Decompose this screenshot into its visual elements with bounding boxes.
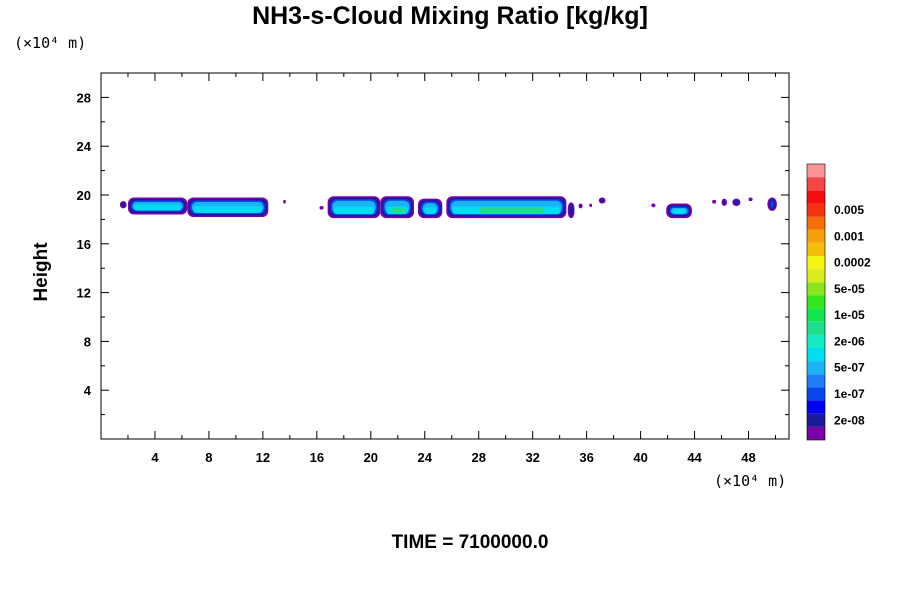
x-tick-label: 48 [741, 450, 755, 465]
x-tick-label: 40 [633, 450, 647, 465]
colorbar-swatch [807, 177, 825, 191]
colorbar-swatch [807, 387, 825, 401]
colorbar-swatch [807, 361, 825, 375]
cloud-region [327, 196, 381, 219]
colorbar-swatch [807, 190, 825, 204]
x-tick-label: 36 [579, 450, 593, 465]
y-tick-label: 28 [77, 90, 91, 105]
cloud-contour [712, 199, 717, 204]
colorbar-swatch [807, 203, 825, 217]
colorbar-swatch [807, 269, 825, 283]
colorbar-swatch [807, 426, 825, 440]
x-tick-label: 20 [364, 450, 378, 465]
colorbar-label: 0.0002 [834, 256, 871, 270]
cloud-region [598, 197, 606, 204]
plot-frame [100, 72, 790, 440]
colorbar-swatch [807, 216, 825, 230]
cloud-contour [723, 200, 726, 205]
y-tick-label: 24 [77, 139, 92, 154]
cloud-region [666, 203, 692, 219]
colorbar-swatch [807, 295, 825, 309]
colorbar-label: 5e-07 [834, 361, 865, 375]
colorbar-swatch [807, 413, 825, 427]
cloud-contour [569, 203, 574, 217]
time-label: TIME = 7100000.0 [391, 532, 549, 553]
colorbar-label: 0.001 [834, 229, 864, 243]
x-tick-label: 24 [418, 450, 433, 465]
colorbar-swatch [807, 321, 825, 335]
colorbar-label: 2e-06 [834, 334, 865, 348]
y-axis-unit: (×10⁴ m) [14, 34, 87, 52]
cloud-core [133, 204, 182, 211]
x-tick-label: 16 [310, 450, 324, 465]
colorbar-swatch [807, 308, 825, 322]
colorbar-swatch [807, 400, 825, 414]
colorbar-label: 0.005 [834, 203, 864, 217]
colorbar-swatch [807, 348, 825, 362]
cloud-contour [283, 199, 286, 204]
cloud-region [732, 198, 741, 206]
cloud-contour [770, 200, 774, 208]
colorbar-swatch [807, 334, 825, 348]
x-tick-label: 32 [525, 450, 539, 465]
colorbar-swatch [807, 282, 825, 296]
cloud-contour [580, 205, 582, 207]
colorbar-label: 2e-08 [834, 413, 865, 427]
cloud-core-high [479, 207, 545, 214]
x-tick-label: 4 [151, 450, 159, 465]
x-tick-label: 44 [687, 450, 702, 465]
x-tick-label: 28 [471, 450, 485, 465]
colorbar-label: 1e-07 [834, 387, 865, 401]
colorbar-label: 1e-05 [834, 308, 865, 322]
cloud-contour [735, 201, 738, 203]
y-tick-label: 20 [77, 188, 91, 203]
cloud-contour [651, 203, 656, 208]
colorbar-swatch [807, 229, 825, 243]
cloud-core [193, 206, 263, 213]
cloud-region [283, 199, 286, 204]
cloud-region [748, 197, 753, 202]
cloud-contour [589, 203, 593, 208]
cloud-region [578, 203, 583, 209]
cloud-region [319, 205, 324, 210]
cloud-region [418, 198, 443, 219]
cloud-contour [121, 202, 126, 207]
cloud-region [651, 203, 656, 208]
y-tick-label: 8 [84, 334, 91, 349]
cloud-region [187, 197, 269, 217]
y-tick-label: 16 [77, 237, 91, 252]
cloud-region [127, 197, 188, 215]
cloud-contour [600, 198, 605, 203]
chart-title: NH3-s-Cloud Mixing Ratio [kg/kg] [252, 2, 648, 30]
x-tick-label: 12 [256, 450, 270, 465]
colorbar-swatch [807, 374, 825, 388]
cloud-region [567, 202, 575, 219]
colorbar: 2e-08 1e-07 5e-07 2e-06 1e-05 5e-05 0.0002 0.00… [806, 163, 871, 441]
colorbar-label: 5e-05 [834, 282, 865, 296]
y-tick-label: 4 [84, 383, 92, 398]
cloud-region [721, 198, 727, 206]
cloud-core [672, 209, 686, 215]
x-tick-label: 8 [205, 450, 212, 465]
cloud-region [712, 199, 717, 204]
colorbar-swatch [807, 242, 825, 256]
colorbar-swatch [807, 164, 825, 178]
cloud-region [589, 203, 593, 208]
cloud-core-high [391, 207, 405, 214]
y-tick-label: 12 [77, 286, 91, 301]
cloud-contour [748, 197, 753, 202]
cloud-region [119, 201, 127, 209]
colorbar-swatch [807, 256, 825, 270]
cloud-region [767, 197, 777, 211]
cloud-core [333, 206, 375, 215]
cloud-field [119, 196, 777, 219]
cloud-contour [319, 205, 324, 210]
cloud-core [424, 207, 437, 215]
cloud-region [380, 196, 414, 219]
cloud-region [446, 196, 567, 219]
colorbar-frame [806, 163, 826, 441]
x-axis-unit: (×10⁴ m) [714, 472, 787, 490]
